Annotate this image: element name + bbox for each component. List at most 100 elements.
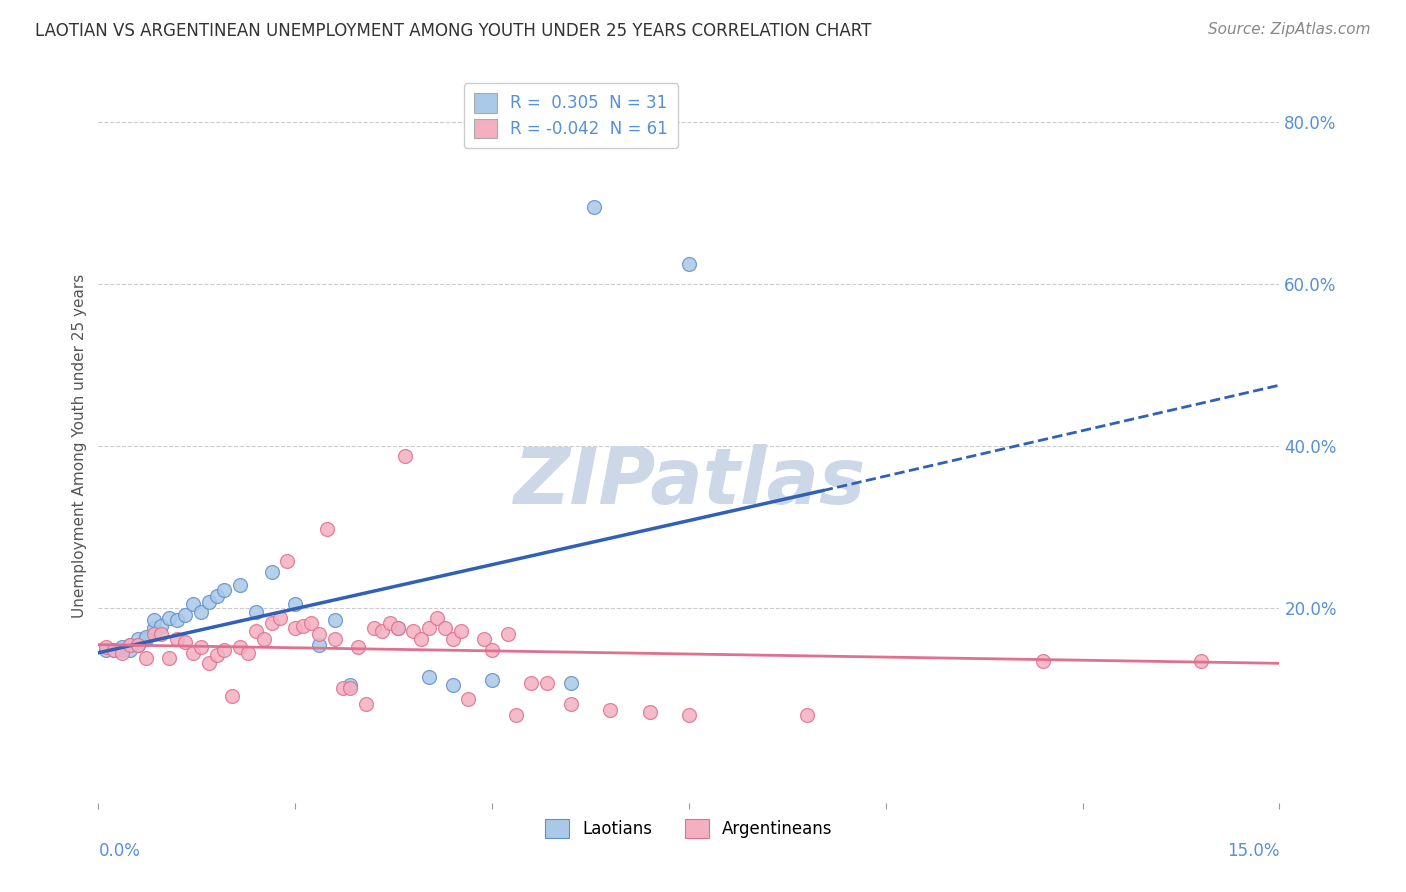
Point [260,565,283,579]
Point [299,615,322,630]
Point [190,640,212,654]
Point [190,605,212,619]
Point [197,657,219,671]
Point [339,681,361,695]
Point [174,607,197,622]
Point [157,651,180,665]
Point [96,640,118,654]
Point [276,554,298,568]
Point [315,522,337,536]
Point [560,675,582,690]
Text: 0.0%: 0.0% [98,842,141,860]
Point [481,673,503,687]
Point [441,678,464,692]
Point [135,651,157,665]
Point [323,632,346,646]
Point [181,597,204,611]
Point [371,624,394,638]
Point [111,646,134,660]
Point [418,622,440,636]
Point [387,622,409,636]
Point [103,643,125,657]
Point [284,622,307,636]
Point [308,627,330,641]
Point [157,611,180,625]
Point [354,697,377,711]
Point [205,589,228,603]
Point [197,595,219,609]
Point [323,613,346,627]
Point [96,643,118,657]
Point [472,632,495,646]
Point [426,611,449,625]
Point [118,638,141,652]
Point [150,619,173,633]
Point [496,627,519,641]
Point [229,640,252,654]
Text: LAOTIAN VS ARGENTINEAN UNEMPLOYMENT AMONG YOUTH UNDER 25 YEARS CORRELATION CHART: LAOTIAN VS ARGENTINEAN UNEMPLOYMENT AMON… [35,22,872,40]
Point [292,619,315,633]
Point [450,624,472,638]
Point [103,643,125,657]
Point [166,613,188,627]
Point [583,200,606,214]
Point [221,689,243,703]
Point [441,632,464,646]
Point [284,597,307,611]
Point [214,643,236,657]
Point [560,697,582,711]
Point [505,708,527,723]
Point [394,449,416,463]
Point [127,638,149,652]
Point [411,632,433,646]
Point [339,678,361,692]
Point [678,256,700,270]
Point [363,622,385,636]
Point [142,627,165,641]
Point [111,640,134,654]
Point [150,627,173,641]
Point [118,638,141,652]
Point [678,708,700,723]
Point [253,632,276,646]
Point [127,638,149,652]
Point [481,643,503,657]
Point [418,670,440,684]
Point [796,708,818,723]
Point [332,681,354,695]
Point [127,632,149,646]
Point [308,638,330,652]
Point [174,635,197,649]
Point [433,622,456,636]
Point [269,611,291,625]
Point [214,583,236,598]
Point [387,622,409,636]
Point [599,702,621,716]
Legend: Laotians, Argentineans: Laotians, Argentineans [538,812,839,845]
Text: Source: ZipAtlas.com: Source: ZipAtlas.com [1208,22,1371,37]
Point [135,632,157,646]
Point [205,648,228,663]
Point [142,622,165,636]
Point [111,643,134,657]
Point [536,675,558,690]
Point [166,632,188,646]
Point [1189,654,1212,668]
Point [229,578,252,592]
Point [520,675,543,690]
Point [457,692,479,706]
Point [638,705,661,719]
Point [135,630,157,644]
Point [260,615,283,630]
Point [245,605,267,619]
Point [245,624,267,638]
Point [142,613,165,627]
Text: ZIPatlas: ZIPatlas [513,443,865,520]
Point [118,643,141,657]
Point [378,615,401,630]
Text: 15.0%: 15.0% [1227,842,1279,860]
Point [236,646,259,660]
Point [402,624,425,638]
Point [1032,654,1054,668]
Point [347,640,370,654]
